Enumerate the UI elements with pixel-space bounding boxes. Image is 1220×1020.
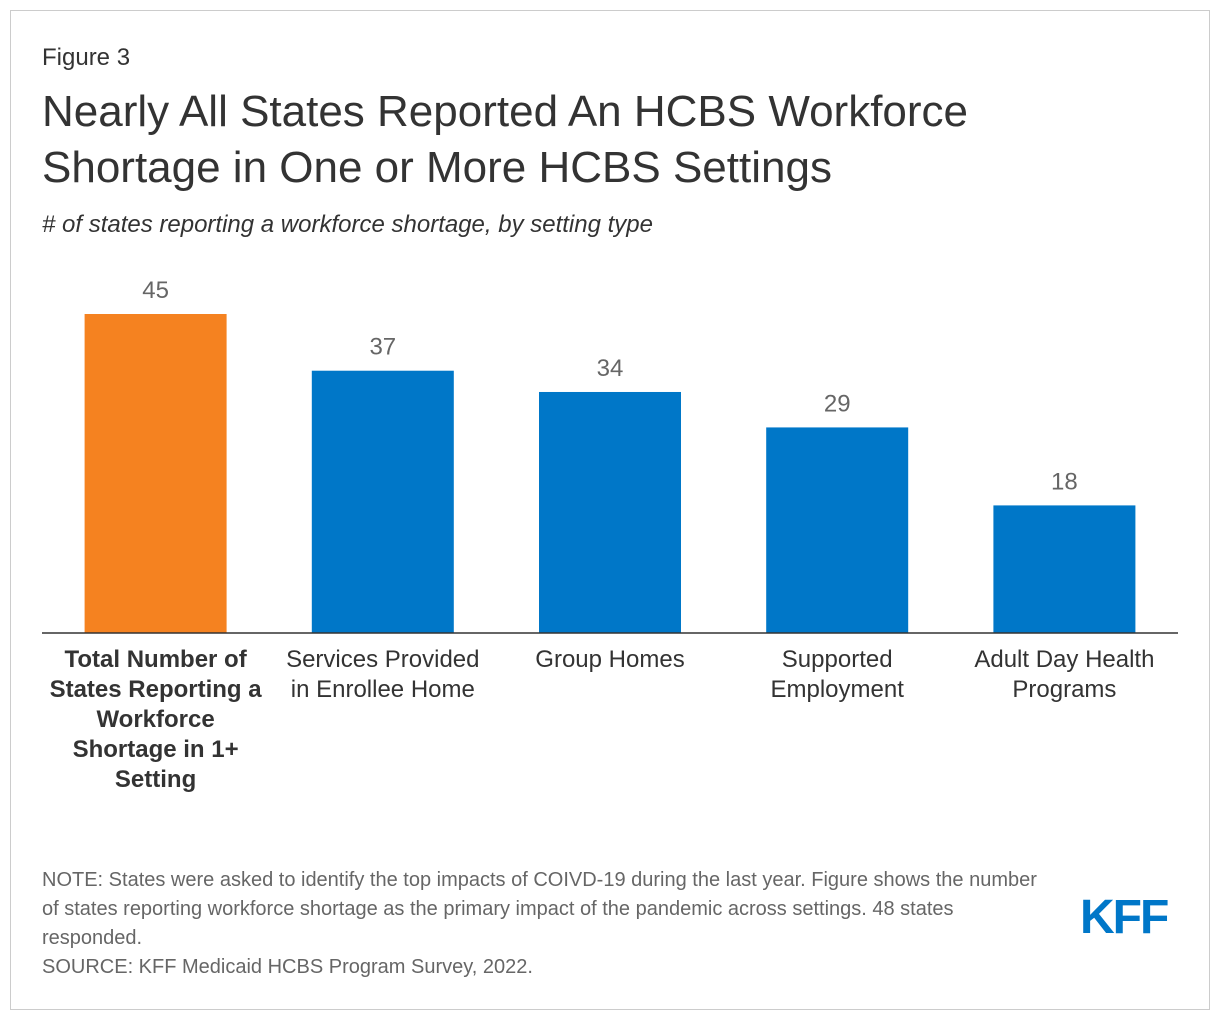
bar xyxy=(84,314,227,633)
x-tick-label: Group Homes xyxy=(535,646,685,673)
bar xyxy=(766,427,909,633)
value-label: 18 xyxy=(1051,468,1078,495)
bar xyxy=(311,370,454,633)
value-label: 37 xyxy=(369,334,396,361)
chart-title: Nearly All States Reported An HCBS Workf… xyxy=(42,87,969,192)
note: NOTE: States were asked to identify the … xyxy=(42,869,1037,949)
x-tick-label: Supported Employment xyxy=(770,646,904,703)
bar xyxy=(539,391,681,633)
figure-label: Figure 3 xyxy=(42,44,131,71)
x-tick-label: Total Number of States Reporting a Workf… xyxy=(49,646,262,793)
source: SOURCE: KFF Medicaid HCBS Program Survey… xyxy=(42,956,533,978)
chart-subtitle: # of states reporting a workforce shorta… xyxy=(42,211,653,238)
logo: KFF xyxy=(1080,891,1169,944)
value-label: 29 xyxy=(824,390,851,417)
value-label: 45 xyxy=(142,277,169,304)
frame xyxy=(10,10,1210,1010)
x-tick-label: Adult Day Health Programs xyxy=(974,646,1155,703)
value-label: 34 xyxy=(597,355,624,382)
bar xyxy=(993,505,1136,633)
x-tick-label: Services Provided in Enrollee Home xyxy=(286,646,480,703)
